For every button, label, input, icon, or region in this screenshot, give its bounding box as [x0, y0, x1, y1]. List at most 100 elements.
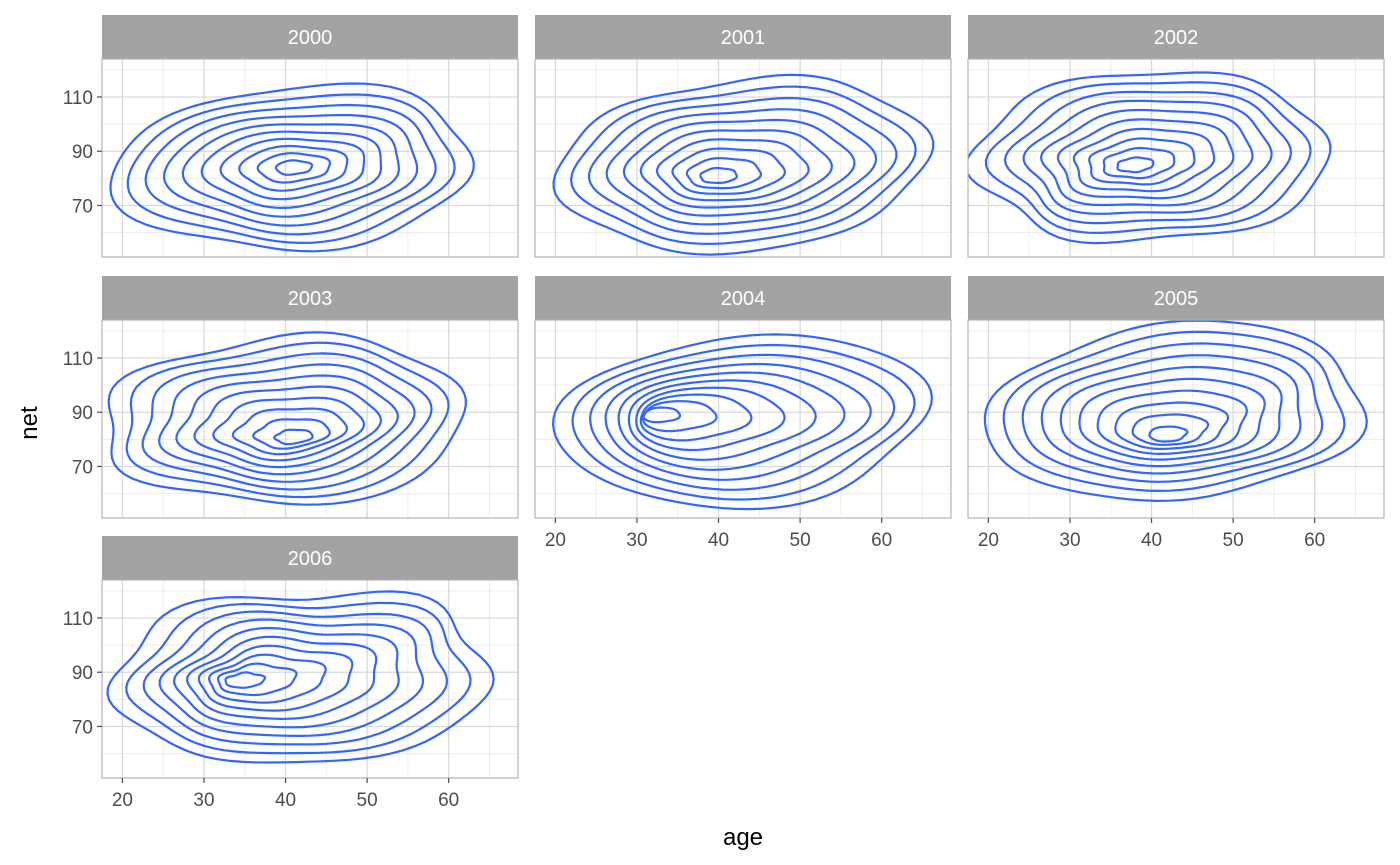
contour-line	[639, 393, 753, 442]
contour-line	[639, 129, 833, 209]
contour-line	[983, 320, 1368, 502]
x-tick-label: 50	[357, 790, 378, 811]
facet-panels: 2000 70 90 110 2001 2002 2003 70 90 110 2004 20 30 40…	[63, 15, 1385, 811]
facet-panel-2002: 2002	[967, 15, 1385, 258]
contour-line	[605, 108, 878, 226]
contour-lines	[552, 73, 935, 256]
contour-line	[186, 635, 378, 720]
x-tick-label: 40	[275, 790, 296, 811]
x-tick-label: 40	[708, 530, 729, 551]
contour-line	[627, 379, 817, 461]
x-tick-label: 40	[1141, 530, 1162, 551]
contour-lines	[107, 331, 467, 506]
contour-line	[1056, 118, 1235, 200]
contour-line	[212, 396, 366, 462]
contour-line	[1131, 413, 1210, 446]
panel-border	[967, 319, 1385, 519]
facet-strip-label: 2004	[721, 288, 766, 310]
contour-line	[570, 85, 917, 245]
contour-line	[552, 73, 935, 256]
contour-line	[671, 147, 786, 195]
y-tick-label: 70	[72, 717, 93, 738]
panel-border	[101, 319, 519, 519]
contour-line	[635, 386, 786, 452]
contour-line	[125, 601, 472, 755]
y-tick-label: 110	[63, 609, 93, 630]
x-tick-label: 60	[1304, 530, 1325, 551]
x-tick-label: 30	[1059, 530, 1080, 551]
facet-strip-label: 2001	[721, 27, 766, 49]
contour-line	[588, 96, 898, 235]
contour-line	[200, 130, 383, 209]
facet-strip	[535, 15, 951, 59]
contour-line	[1078, 377, 1266, 461]
contour-line	[685, 157, 762, 190]
x-tick-label: 60	[438, 790, 459, 811]
contour-line	[642, 406, 682, 424]
contour-line	[1002, 330, 1346, 492]
facet-strip-label: 2006	[288, 548, 333, 570]
facet-strip-label: 2005	[1154, 288, 1199, 310]
contour-line	[216, 662, 298, 697]
y-tick-label: 90	[72, 403, 93, 424]
contour-line	[968, 71, 1332, 245]
contour-line	[617, 371, 846, 471]
contour-line	[1022, 99, 1273, 215]
x-tick-label: 50	[1223, 530, 1244, 551]
contour-line	[197, 644, 354, 712]
contour-line	[141, 352, 433, 491]
contour-line	[1116, 156, 1155, 174]
contour-line	[1021, 342, 1324, 483]
contour-line	[125, 341, 450, 499]
contour-line	[142, 610, 448, 746]
panel-background	[535, 320, 951, 518]
facet-strip	[535, 276, 951, 320]
contour-line	[175, 374, 399, 476]
facet-strip	[968, 15, 1384, 59]
contour-line	[163, 114, 419, 227]
contour-line	[1059, 365, 1283, 468]
panel-border	[101, 58, 519, 258]
panel-border	[967, 58, 1385, 258]
contour-line	[144, 103, 437, 236]
facet-strip	[102, 15, 518, 59]
contour-line	[1040, 354, 1302, 475]
contour-lines	[983, 320, 1368, 502]
panel-background	[102, 59, 518, 257]
x-axis-title: age	[723, 824, 763, 851]
y-tick-label: 110	[63, 349, 93, 370]
panel-border	[101, 579, 519, 779]
contour-line	[219, 137, 366, 201]
contour-line	[1003, 90, 1292, 225]
y-tick-label: 70	[72, 457, 93, 478]
contour-line	[208, 653, 327, 704]
facet-strip-label: 2003	[288, 288, 333, 310]
contour-line	[984, 81, 1312, 234]
panel-border	[534, 319, 952, 519]
contour-line	[256, 152, 331, 184]
contour-line	[655, 138, 810, 202]
contour-lines	[109, 82, 475, 253]
contour-line	[1040, 108, 1254, 207]
contour-line	[158, 363, 416, 483]
contour-line	[1102, 146, 1176, 180]
x-tick-label: 20	[978, 530, 999, 551]
facet-panel-2004: 2004 20 30 40 50 60	[534, 276, 952, 551]
x-tick-label: 30	[193, 790, 214, 811]
contour-line	[1096, 389, 1248, 455]
y-tick-label: 90	[72, 142, 93, 163]
contour-line	[604, 362, 872, 481]
contour-line	[273, 428, 314, 446]
facet-panel-2006: 2006 70 90 110 20 30 40 50 60	[63, 536, 519, 811]
y-tick-label: 90	[72, 663, 93, 684]
contour-line	[224, 671, 267, 689]
facet-panel-2003: 2003 70 90 110	[63, 276, 519, 519]
y-tick-label: 70	[72, 196, 93, 217]
contour-line	[252, 418, 331, 450]
contour-line	[699, 166, 738, 184]
contour-line	[238, 144, 349, 192]
contour-line	[274, 159, 314, 176]
contour-lines	[106, 590, 495, 764]
facet-strip-label: 2002	[1154, 27, 1199, 49]
